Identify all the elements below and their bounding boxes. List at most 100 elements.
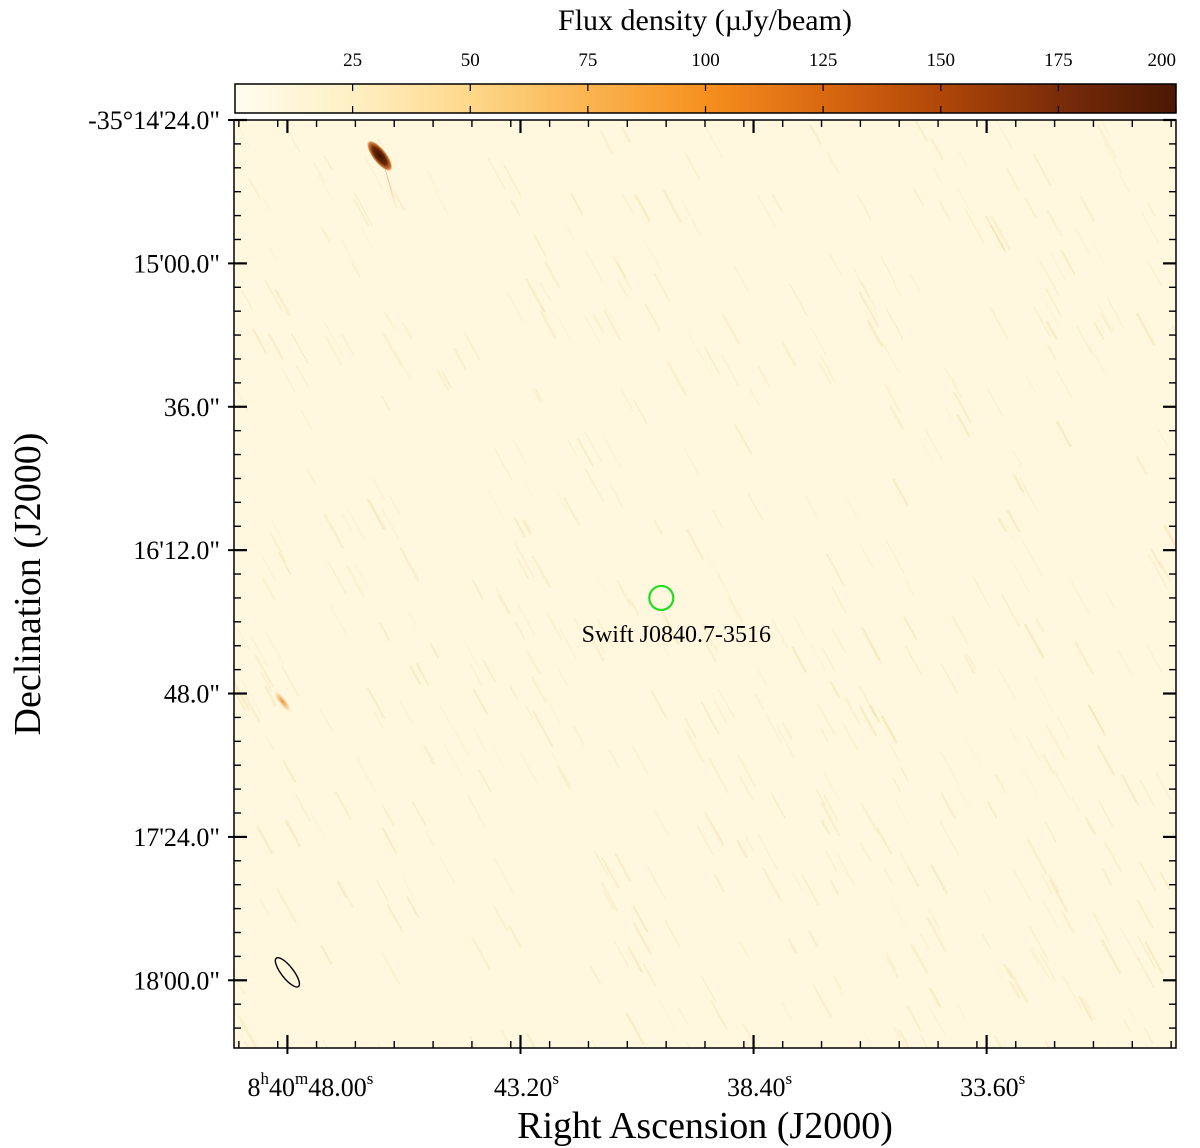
x-tick-label: 38.40s <box>727 1069 792 1102</box>
noise-streak <box>860 281 877 310</box>
noise-streak <box>601 857 620 889</box>
noise-streak <box>269 532 287 562</box>
noise-streak <box>633 400 648 424</box>
noise-streak <box>869 305 879 320</box>
noise-streak <box>821 819 831 835</box>
noise-streak <box>700 975 717 1003</box>
noise-streak <box>492 904 509 932</box>
noise-streak <box>820 355 837 384</box>
noise-streak <box>885 956 899 979</box>
noise-streak <box>982 933 992 950</box>
noise-streak <box>1029 948 1040 966</box>
noise-streak <box>762 868 782 902</box>
colorbar-tick-label: 125 <box>809 50 838 71</box>
noise-streak <box>1106 297 1125 329</box>
noise-streak <box>826 151 841 176</box>
noise-streak <box>1012 473 1025 493</box>
noise-streak <box>859 841 873 864</box>
noise-streak <box>829 253 843 277</box>
noise-streak <box>748 494 764 522</box>
noise-streak <box>1084 816 1096 835</box>
noise-streak <box>270 518 286 546</box>
noise-streak <box>282 759 297 784</box>
noise-streak <box>340 237 361 273</box>
noise-streak <box>248 177 261 200</box>
noise-streak <box>589 964 601 985</box>
noise-streak <box>997 516 1007 533</box>
noise-streak <box>296 365 309 388</box>
noise-streak <box>500 1030 513 1048</box>
noise-streak <box>1093 322 1105 340</box>
noise-streak <box>717 574 731 597</box>
noise-streak <box>882 543 892 560</box>
noise-streak <box>614 942 630 969</box>
noise-streak <box>381 395 391 411</box>
noise-streak <box>667 362 687 396</box>
noise-streak <box>260 672 273 692</box>
noise-streak <box>1135 456 1148 475</box>
noise-streak <box>685 528 705 561</box>
noise-streak <box>254 654 274 688</box>
noise-streak <box>791 646 807 673</box>
noise-streak <box>285 819 298 841</box>
noise-streak <box>905 580 915 597</box>
noise-streak <box>957 150 968 167</box>
noise-streak <box>602 434 623 470</box>
noise-streak <box>376 880 389 902</box>
noise-streak <box>938 200 952 222</box>
noise-streak <box>1103 142 1123 175</box>
noise-streak <box>1019 477 1039 512</box>
noise-streak <box>905 646 922 674</box>
noise-streak <box>1025 735 1042 763</box>
noise-streak <box>899 766 910 782</box>
noise-streak <box>237 124 251 148</box>
noise-streak <box>754 694 764 710</box>
noise-streak <box>834 982 844 997</box>
noise-streak <box>1078 995 1094 1021</box>
noise-streak <box>859 705 878 737</box>
noise-streak <box>739 942 751 960</box>
noise-streak <box>928 1005 947 1037</box>
noise-streak <box>389 495 401 516</box>
noise-streak <box>965 653 977 671</box>
noise-streak <box>1049 879 1069 913</box>
noise-streak <box>944 406 954 422</box>
noise-streak <box>1042 753 1055 775</box>
noise-streak <box>608 750 621 769</box>
y-tick-label: 16'12.0" <box>133 536 220 565</box>
noise-streak <box>1046 321 1058 340</box>
noise-streak <box>1097 798 1114 827</box>
noise-streak <box>379 622 391 641</box>
noise-streak <box>842 722 859 751</box>
colorbar-tick-label: 50 <box>461 50 480 71</box>
noise-streak <box>513 516 526 538</box>
noise-streak <box>1146 202 1156 217</box>
y-tick-label: 18'00.0" <box>133 966 220 995</box>
noise-streak <box>1075 228 1091 254</box>
noise-streak <box>696 348 713 378</box>
noise-streak <box>1147 261 1162 287</box>
noise-streak <box>319 707 333 731</box>
noise-streak <box>998 668 1016 699</box>
noise-streak <box>953 391 972 424</box>
noise-streak <box>327 560 347 595</box>
noise-streak <box>987 389 1003 416</box>
x-tick-label: 43.20s <box>494 1069 559 1102</box>
noise-streak <box>268 333 284 360</box>
noise-streak <box>653 520 664 536</box>
noise-streak <box>558 670 569 687</box>
noise-streak <box>492 746 507 770</box>
noise-streak <box>373 711 384 729</box>
source-tail <box>383 163 399 212</box>
noise-streak <box>510 199 521 216</box>
noise-streak <box>956 414 971 438</box>
noise-streak <box>1056 370 1073 400</box>
noise-streak <box>809 124 822 145</box>
y-tick-label: 15'00.0" <box>133 249 220 278</box>
noise-streak <box>885 308 904 340</box>
noise-streak <box>433 188 448 214</box>
noise-streak <box>554 310 571 339</box>
noise-streak <box>776 726 795 757</box>
noise-streak <box>439 857 456 885</box>
